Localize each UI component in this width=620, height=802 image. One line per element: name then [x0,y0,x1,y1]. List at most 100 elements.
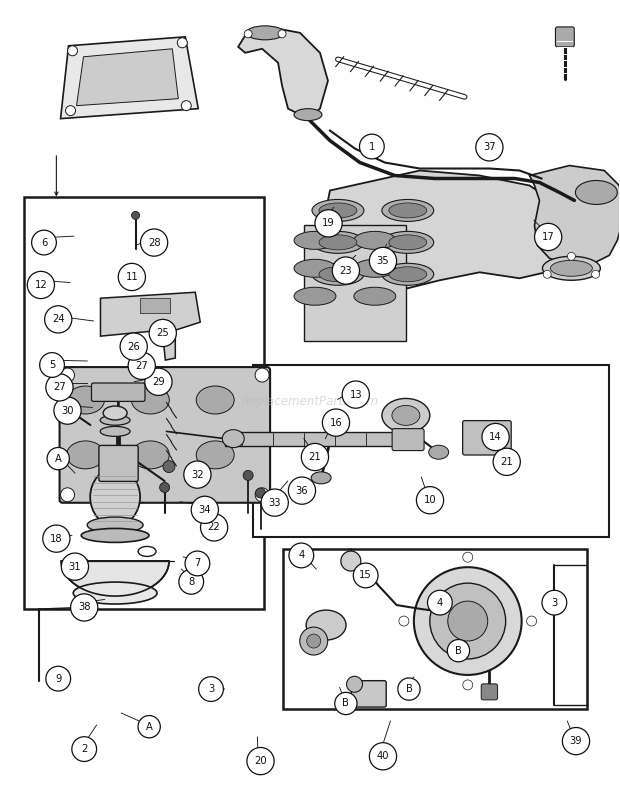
Circle shape [591,270,600,278]
Circle shape [448,602,488,641]
Text: 32: 32 [191,470,204,480]
Circle shape [61,553,89,581]
Circle shape [244,30,252,38]
Circle shape [370,743,397,770]
Circle shape [332,257,360,284]
Circle shape [428,590,452,615]
Circle shape [54,397,81,424]
Circle shape [128,352,156,379]
Bar [140,298,170,314]
FancyBboxPatch shape [481,684,498,700]
Circle shape [179,569,203,594]
Ellipse shape [382,232,434,253]
Circle shape [40,353,64,378]
Ellipse shape [197,386,234,414]
Circle shape [163,460,175,472]
Ellipse shape [294,259,336,277]
FancyBboxPatch shape [352,681,386,707]
Circle shape [247,747,274,775]
Circle shape [46,666,71,691]
Text: 3: 3 [208,684,214,694]
Circle shape [159,483,170,492]
Text: 24: 24 [52,314,64,324]
Ellipse shape [542,257,600,280]
Text: 39: 39 [570,736,582,746]
Circle shape [542,590,567,615]
Circle shape [543,270,551,278]
Text: 37: 37 [483,142,496,152]
Circle shape [493,448,520,476]
Circle shape [181,101,191,111]
FancyBboxPatch shape [463,420,511,455]
Ellipse shape [551,261,592,276]
Ellipse shape [246,26,284,40]
Ellipse shape [306,610,346,640]
Circle shape [278,30,286,38]
Polygon shape [61,561,169,596]
Ellipse shape [319,235,357,250]
Ellipse shape [354,232,396,249]
Ellipse shape [428,445,449,460]
Text: 10: 10 [423,495,436,505]
Circle shape [131,212,140,219]
Text: 23: 23 [340,265,352,276]
Ellipse shape [382,263,434,286]
Circle shape [463,680,472,690]
FancyBboxPatch shape [392,428,424,451]
Circle shape [463,553,472,562]
Circle shape [301,444,329,471]
Ellipse shape [73,582,157,604]
Ellipse shape [354,259,396,277]
Text: 30: 30 [61,406,74,415]
Text: 5: 5 [49,360,55,370]
Text: 19: 19 [322,218,335,229]
Circle shape [322,409,350,436]
Circle shape [184,461,211,488]
Circle shape [299,627,328,655]
Circle shape [32,230,56,255]
Circle shape [315,210,342,237]
Ellipse shape [392,406,420,425]
Circle shape [289,543,314,568]
Circle shape [255,488,265,498]
Circle shape [141,229,168,256]
Circle shape [342,381,370,408]
Circle shape [149,319,176,346]
Text: B: B [405,684,412,694]
Text: 21: 21 [309,452,321,462]
Ellipse shape [382,200,434,221]
Polygon shape [529,165,620,265]
Circle shape [482,423,509,451]
Text: B: B [342,699,349,708]
Polygon shape [238,26,328,119]
Text: 14: 14 [489,432,502,442]
Text: B: B [455,646,462,656]
Circle shape [534,223,562,250]
Text: 3: 3 [551,597,557,608]
Circle shape [200,514,228,541]
Circle shape [567,253,575,261]
Ellipse shape [66,441,104,469]
Text: 40: 40 [377,751,389,761]
Ellipse shape [131,441,169,469]
Circle shape [47,448,69,470]
Text: 26: 26 [127,342,140,351]
Circle shape [191,496,218,524]
Circle shape [145,368,172,395]
Circle shape [562,727,590,755]
Ellipse shape [223,430,244,448]
Ellipse shape [319,203,357,218]
Circle shape [360,134,384,159]
Polygon shape [76,49,179,106]
Text: 1: 1 [369,141,375,152]
Text: 13: 13 [350,390,362,399]
Bar [283,549,587,709]
Polygon shape [61,37,198,119]
Text: 38: 38 [78,602,91,613]
Circle shape [255,368,269,382]
Ellipse shape [312,200,364,221]
Ellipse shape [294,287,336,306]
Circle shape [399,616,409,626]
FancyBboxPatch shape [556,27,574,47]
Circle shape [448,639,469,662]
